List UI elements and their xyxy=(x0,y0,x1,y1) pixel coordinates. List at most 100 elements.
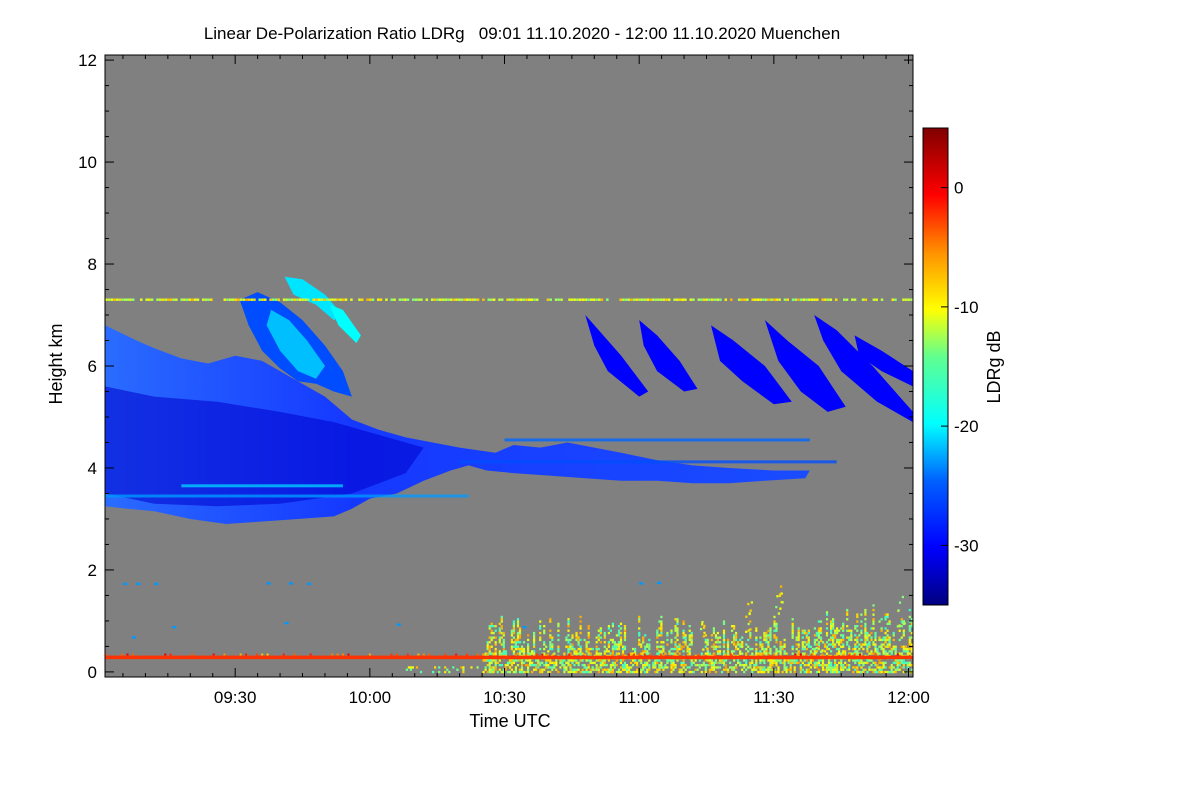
aerosol-pixel xyxy=(494,666,497,669)
surface-speck xyxy=(525,653,528,656)
aerosol-pixel xyxy=(656,670,659,674)
aerosol-pixel xyxy=(520,659,524,662)
aerosol-pixel xyxy=(767,666,770,669)
aerosol-pixel xyxy=(502,668,505,671)
aerosol-pixel xyxy=(656,661,659,664)
aerosol-pixel xyxy=(488,652,491,655)
aerosol-pixel xyxy=(492,631,495,635)
aerosol-pixel xyxy=(670,641,673,644)
aerosol-pixel xyxy=(498,627,501,630)
aerosol-pixel xyxy=(840,627,843,630)
aerosol-pixel xyxy=(866,659,869,662)
aerosol-pixel xyxy=(611,622,614,625)
aerosol-pixel xyxy=(638,618,641,621)
artifact-pixel xyxy=(307,298,310,301)
aerosol-pixel xyxy=(830,643,833,646)
aerosol-pixel xyxy=(597,670,600,674)
aerosol-pixel xyxy=(870,631,873,635)
artifact-pixel xyxy=(404,298,407,301)
aerosol-pixel xyxy=(783,643,786,646)
aerosol-pixel xyxy=(599,659,602,662)
aerosol-pixel xyxy=(605,670,608,674)
aerosol-pixel xyxy=(846,641,849,644)
aerosol-pixel xyxy=(769,638,772,642)
aerosol-pixel xyxy=(438,670,441,674)
aerosol-pixel xyxy=(539,638,542,642)
aerosol-pixel xyxy=(660,664,663,667)
aerosol-pixel xyxy=(791,627,794,630)
surface-speck xyxy=(255,653,258,656)
aerosol-pixel xyxy=(678,668,681,671)
artifact-pixel xyxy=(320,298,324,301)
aerosol-pixel xyxy=(789,659,792,662)
aerosol-pixel xyxy=(623,666,627,669)
artifact-pixel xyxy=(245,298,248,301)
aerosol-pixel xyxy=(726,650,730,653)
artifact-pixel xyxy=(619,298,622,301)
aerosol-pixel xyxy=(684,634,687,637)
aerosol-pixel xyxy=(541,670,544,674)
aerosol-pixel xyxy=(793,670,796,674)
aerosol-pixel xyxy=(484,659,487,662)
aerosol-pixel xyxy=(888,643,891,646)
aerosol-pixel xyxy=(619,661,623,664)
aerosol-pixel xyxy=(846,608,849,612)
aerosol-pixel xyxy=(801,647,804,651)
aerosol-pixel xyxy=(615,647,618,651)
aerosol-pixel xyxy=(775,638,778,642)
surface-speck xyxy=(342,653,344,656)
aerosol-pixel xyxy=(520,666,524,669)
aerosol-pixel xyxy=(832,622,835,625)
aerosol-pixel xyxy=(898,629,901,632)
aerosol-pixel xyxy=(494,650,497,653)
artifact-pixel xyxy=(325,298,329,301)
aerosol-pixel xyxy=(543,668,546,671)
aerosol-pixel xyxy=(797,643,800,646)
aerosol-pixel xyxy=(769,627,772,630)
low-speck xyxy=(307,582,311,586)
aerosol-pixel xyxy=(567,645,570,648)
aerosol-pixel xyxy=(856,636,859,639)
artifact-pixel xyxy=(444,298,447,301)
aerosol-pixel xyxy=(607,643,610,646)
aerosol-pixel xyxy=(490,638,493,642)
aerosol-pixel xyxy=(591,661,594,664)
aerosol-pixel xyxy=(761,647,764,651)
aerosol-pixel xyxy=(549,636,552,639)
aerosol-pixel xyxy=(674,625,677,628)
aerosol-pixel xyxy=(805,634,808,637)
artifact-pixel xyxy=(826,298,830,301)
aerosol-pixel xyxy=(733,659,736,662)
aerosol-pixel xyxy=(902,645,905,648)
aerosol-pixel xyxy=(819,659,823,662)
aerosol-pixel xyxy=(579,638,582,642)
aerosol-pixel xyxy=(813,641,816,644)
y-axis-label: Height km xyxy=(46,323,66,404)
aerosol-pixel xyxy=(795,636,798,639)
aerosol-pixel xyxy=(731,629,734,632)
aerosol-pixel xyxy=(587,670,590,674)
aerosol-pixel xyxy=(664,666,667,669)
aerosol-pixel xyxy=(589,661,592,664)
aerosol-pixel xyxy=(759,650,762,653)
aerosol-pixel xyxy=(854,666,857,669)
aerosol-pixel xyxy=(886,622,889,625)
aerosol-pixel xyxy=(502,643,505,646)
aerosol-pixel xyxy=(603,652,606,655)
aerosol-pixel xyxy=(579,647,582,651)
aerosol-pixel xyxy=(836,647,839,651)
aerosol-pixel xyxy=(704,641,707,644)
aerosol-pixel xyxy=(712,668,715,671)
aerosol-pixel xyxy=(890,664,893,667)
artifact-pixel xyxy=(328,298,332,301)
aerosol-pixel xyxy=(834,659,837,662)
aerosol-pixel xyxy=(775,636,778,639)
aerosol-pixel xyxy=(527,652,530,655)
aerosol-pixel xyxy=(638,627,641,630)
artifact-pixel xyxy=(546,298,550,301)
aerosol-pixel xyxy=(827,647,831,651)
aerosol-pixel xyxy=(910,668,913,671)
aerosol-pixel xyxy=(864,613,867,616)
aerosol-pixel xyxy=(535,659,538,662)
aerosol-pixel xyxy=(486,659,489,662)
